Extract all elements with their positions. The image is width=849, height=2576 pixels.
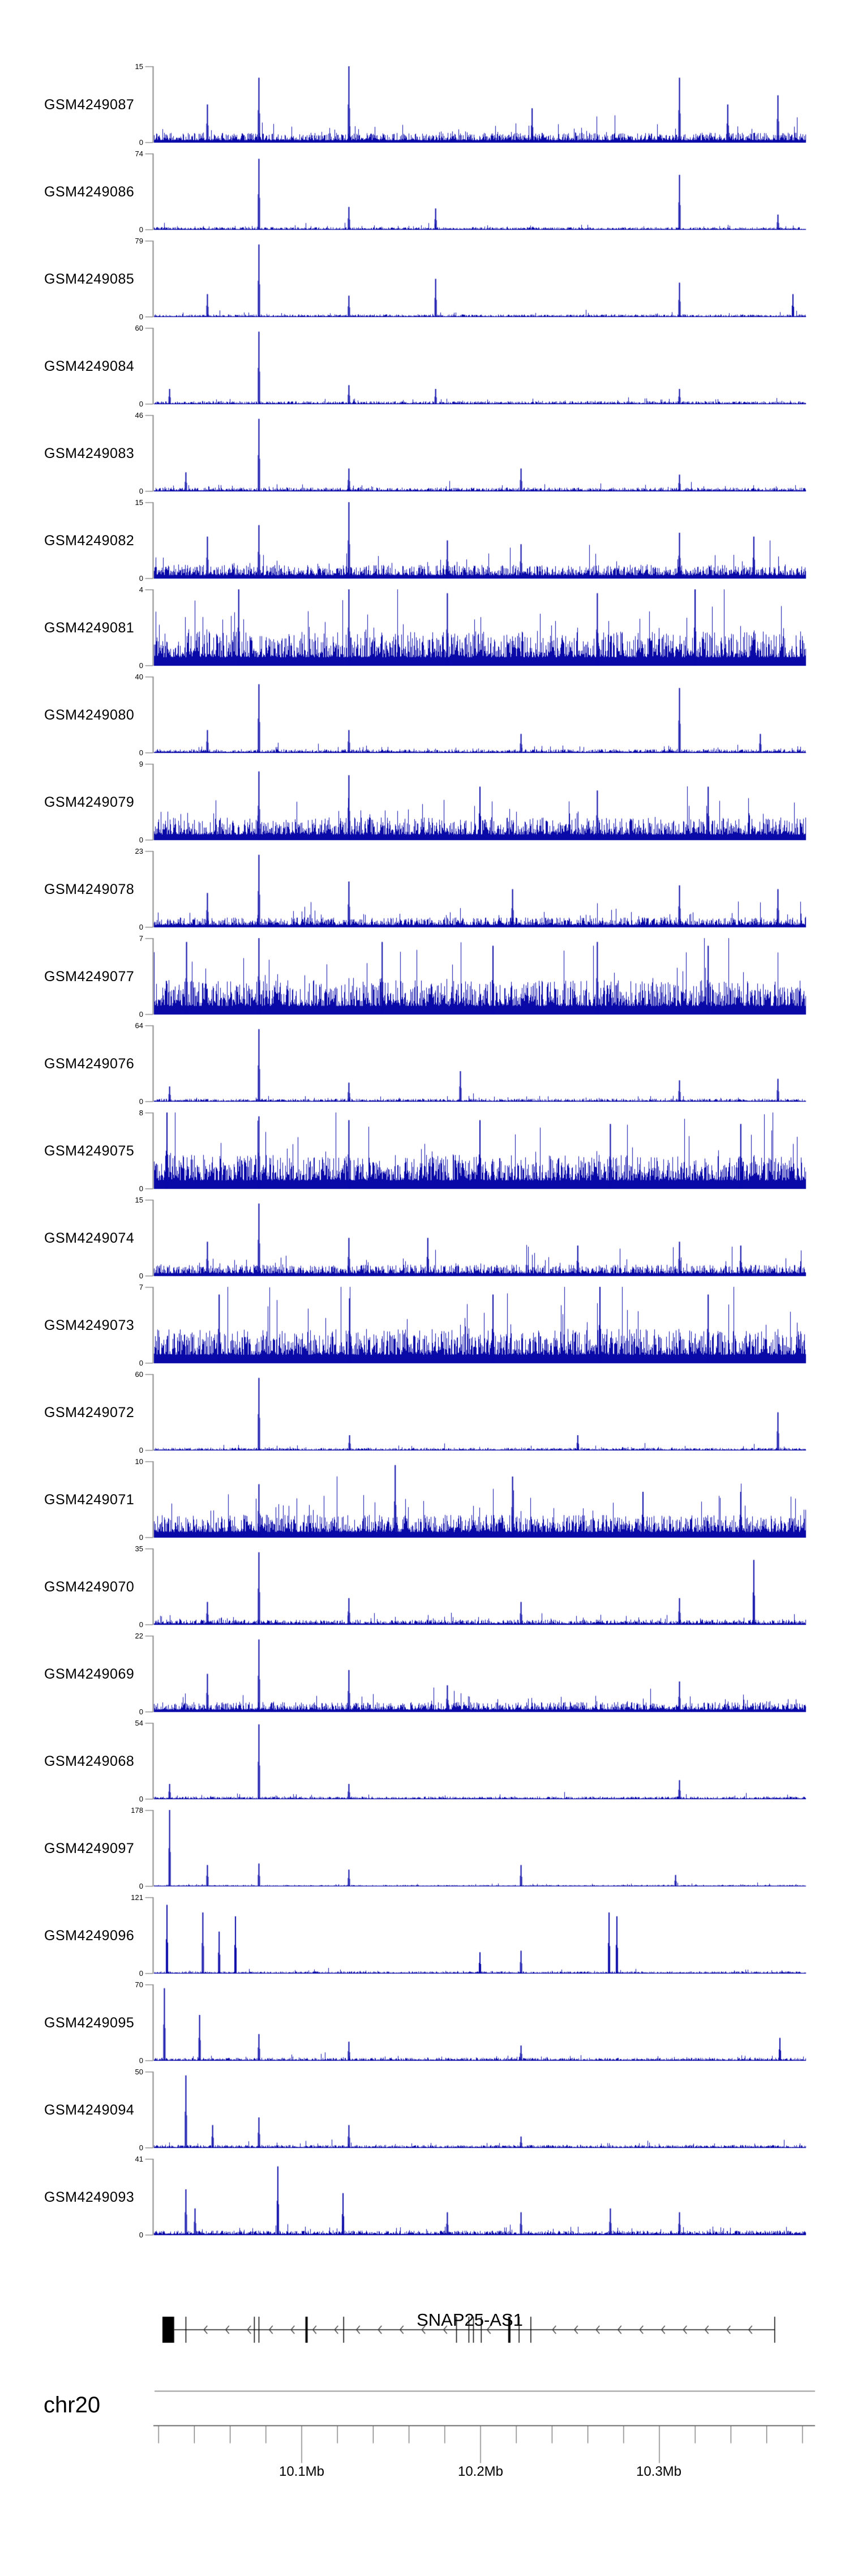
y-axis-max-label: 9 (139, 760, 143, 768)
track-label: GSM4249081 (44, 619, 135, 636)
y-axis-max-label: 7 (139, 1283, 143, 1291)
y-axis-max-label: 7 (139, 934, 143, 943)
y-axis-max-label: 41 (135, 2155, 143, 2163)
y-axis-max-label: 8 (139, 1109, 143, 1117)
y-axis-zero-label: 0 (139, 661, 143, 670)
track-label: GSM4249071 (44, 1491, 135, 1508)
y-axis-zero-label: 0 (139, 923, 143, 931)
track-label: GSM4249083 (44, 445, 135, 461)
y-axis-zero-label: 0 (139, 1097, 143, 1106)
track-label: GSM4249073 (44, 1317, 135, 1333)
y-axis-max-label: 60 (135, 1370, 143, 1379)
track-label: GSM4249082 (44, 532, 135, 549)
track-label: GSM4249072 (44, 1404, 135, 1420)
track-label: GSM4249069 (44, 1666, 135, 1682)
y-axis-zero-label: 0 (139, 1795, 143, 1803)
x-tick-label: 10.3Mb (636, 2464, 682, 2479)
track-label: GSM4249093 (44, 2189, 135, 2205)
track-label: GSM4249080 (44, 707, 135, 723)
x-tick-label: 10.1Mb (278, 2464, 325, 2479)
track-label: GSM4249068 (44, 1753, 135, 1769)
y-axis-zero-label: 0 (139, 1969, 143, 1978)
y-axis-zero-label: 0 (139, 2056, 143, 2065)
track-label: GSM4249097 (44, 1840, 135, 1856)
y-axis-zero-label: 0 (139, 1708, 143, 1716)
gene-name-label: SNAP25-AS1 (417, 2310, 523, 2330)
y-axis-zero-label: 0 (139, 836, 143, 844)
y-axis-max-label: 54 (135, 1719, 143, 1727)
track-label: GSM4249077 (44, 968, 135, 985)
y-axis-zero-label: 0 (139, 2231, 143, 2239)
track-label: GSM4249070 (44, 1578, 135, 1595)
track-label: GSM4249094 (44, 2102, 135, 2118)
track-label: GSM4249086 (44, 183, 135, 200)
y-axis-max-label: 74 (135, 149, 143, 158)
y-axis-zero-label: 0 (139, 1533, 143, 1542)
y-axis-max-label: 10 (135, 1457, 143, 1466)
y-axis-max-label: 46 (135, 411, 143, 420)
y-axis-zero-label: 0 (139, 138, 143, 147)
track-label: GSM4249075 (44, 1142, 135, 1159)
y-axis-max-label: 15 (135, 1196, 143, 1204)
y-axis-zero-label: 0 (139, 1184, 143, 1193)
y-axis-zero-label: 0 (139, 1359, 143, 1367)
y-axis-zero-label: 0 (139, 313, 143, 321)
track-label: GSM4249078 (44, 881, 135, 897)
y-axis-zero-label: 0 (139, 400, 143, 408)
y-axis-zero-label: 0 (139, 2143, 143, 2152)
y-axis-zero-label: 0 (139, 1272, 143, 1280)
y-axis-max-label: 15 (135, 498, 143, 507)
track-label: GSM4249095 (44, 2014, 135, 2031)
y-axis-max-label: 60 (135, 324, 143, 332)
y-axis-max-label: 79 (135, 237, 143, 245)
track-label: GSM4249079 (44, 794, 135, 810)
y-axis-zero-label: 0 (139, 487, 143, 495)
y-axis-zero-label: 0 (139, 1620, 143, 1629)
y-axis-zero-label: 0 (139, 1882, 143, 1890)
y-axis-zero-label: 0 (139, 225, 143, 234)
y-axis-max-label: 40 (135, 673, 143, 681)
y-axis-zero-label: 0 (139, 1010, 143, 1019)
track-label: GSM4249085 (44, 271, 135, 287)
y-axis-max-label: 50 (135, 2068, 143, 2076)
track-label: GSM4249074 (44, 1230, 135, 1246)
y-axis-max-label: 64 (135, 1021, 143, 1030)
track-label: GSM4249087 (44, 96, 135, 113)
y-axis-max-label: 178 (131, 1806, 143, 1815)
y-axis-max-label: 4 (139, 585, 143, 594)
y-axis-zero-label: 0 (139, 1446, 143, 1454)
y-axis-max-label: 70 (135, 1980, 143, 1989)
track-label: GSM4249076 (44, 1055, 135, 1072)
y-axis-max-label: 15 (135, 62, 143, 71)
y-axis-max-label: 121 (131, 1893, 143, 1902)
y-axis-max-label: 35 (135, 1544, 143, 1553)
track-label: GSM4249096 (44, 1927, 135, 1944)
chromosome-label: chr20 (44, 2393, 101, 2417)
y-axis-zero-label: 0 (139, 574, 143, 583)
y-axis-zero-label: 0 (139, 748, 143, 757)
track-label: GSM4249084 (44, 358, 135, 374)
y-axis-max-label: 23 (135, 847, 143, 855)
x-tick-label: 10.2Mb (457, 2464, 504, 2479)
y-axis-max-label: 22 (135, 1632, 143, 1640)
